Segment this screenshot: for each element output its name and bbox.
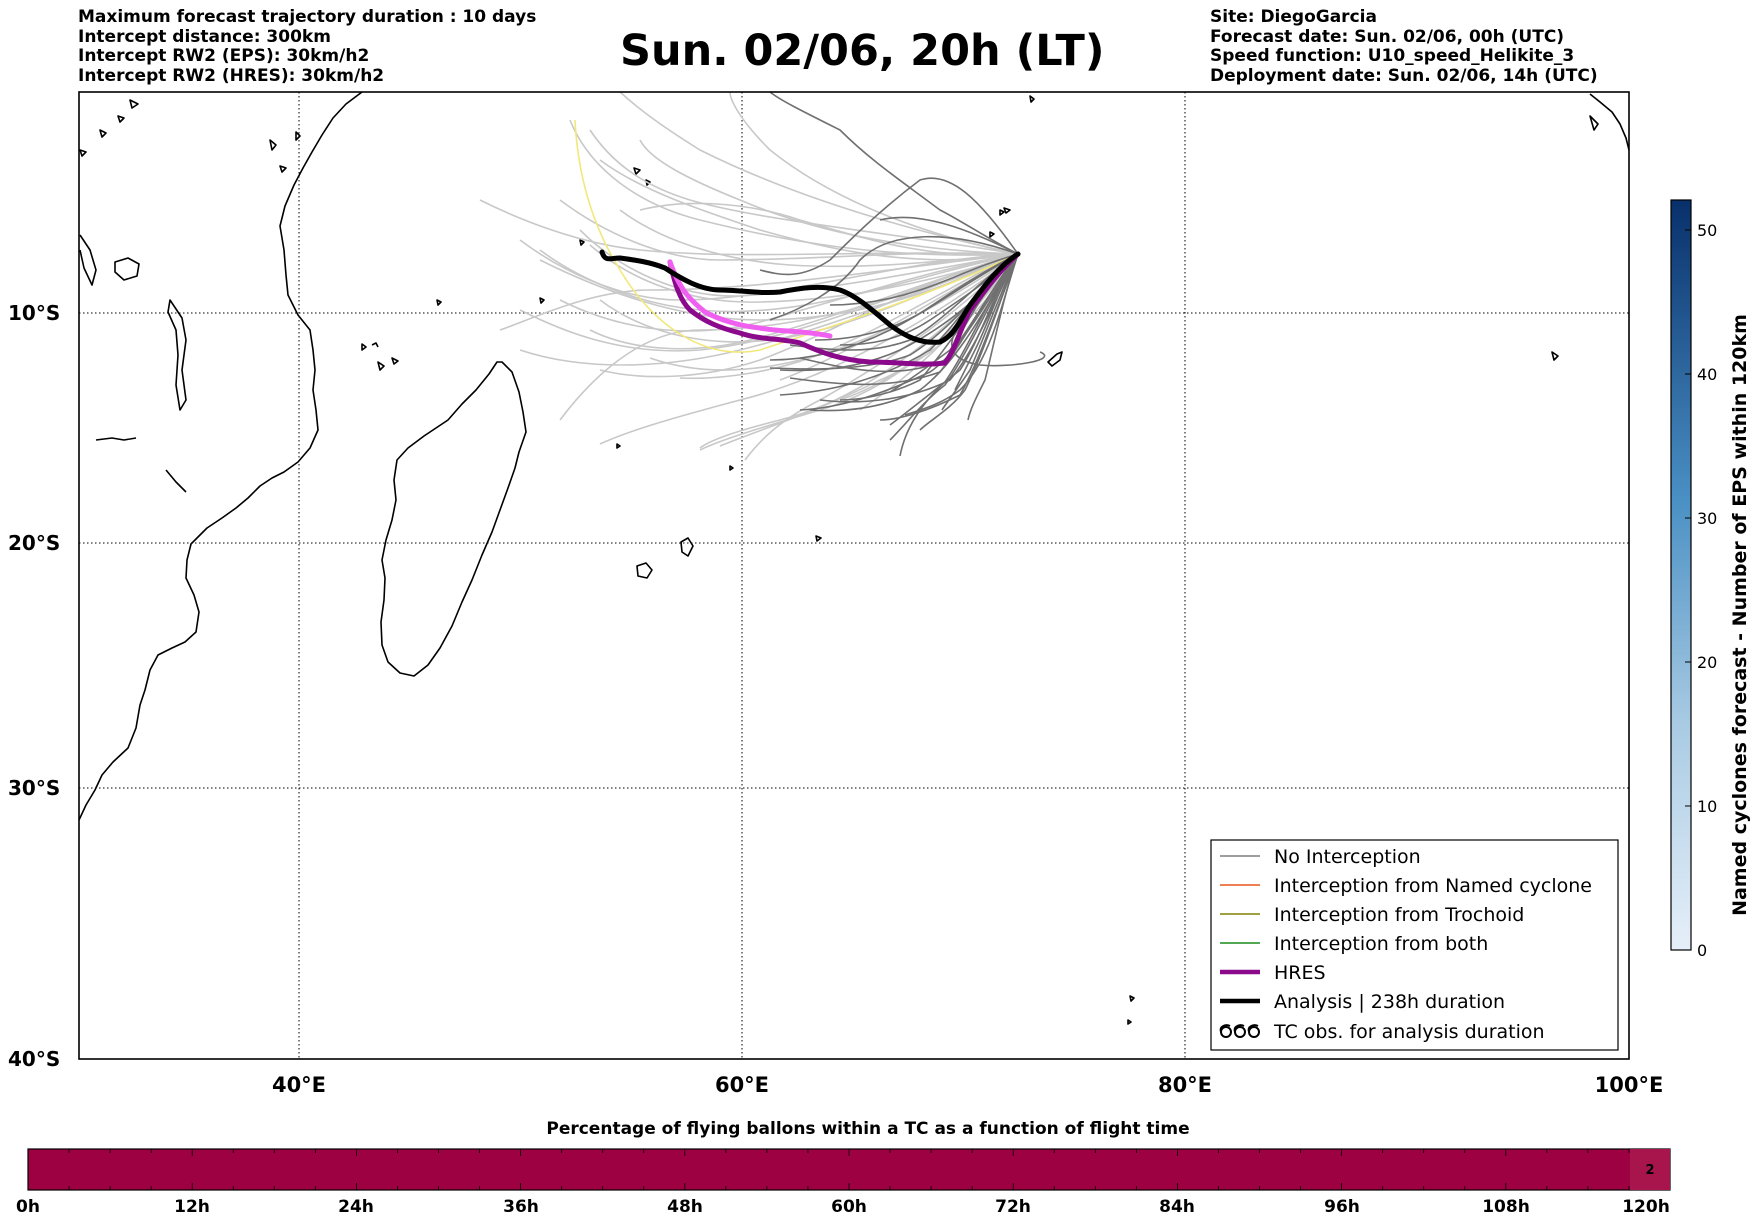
colorbar-tick-30: 30: [1697, 509, 1717, 528]
bottom-bar-minor-ticks: [68, 1149, 1630, 1190]
forecast-date-text: Forecast date: Sun. 02/06, 00h (UTC): [1210, 26, 1565, 47]
legend-label-tc-obs: TC obs. for analysis duration: [1273, 1021, 1545, 1043]
bottom-tick-12h: 12h: [174, 1197, 210, 1217]
lat-label-10s: 10°S: [8, 301, 60, 325]
site-text: Site: DiegoGarcia: [1210, 7, 1377, 27]
intercept-distance-text: Intercept distance: 300km: [78, 26, 331, 47]
legend-item-hres: HRES: [1220, 962, 1326, 984]
legend: No Interception Interception from Named …: [1210, 839, 1619, 1051]
bottom-percentage-bar: Percentage of flying ballons within a TC…: [16, 1119, 1671, 1217]
bottom-bar-end-cell: [1630, 1149, 1670, 1190]
legend-label-hres: HRES: [1274, 962, 1326, 984]
intercept-eps-text: Intercept RW2 (EPS): 30km/h2: [78, 46, 370, 66]
yellow-trajectory: [574, 119, 1019, 353]
colorbar-tick-0: 0: [1697, 941, 1707, 960]
bottom-bar-title: Percentage of flying ballons within a TC…: [546, 1119, 1189, 1139]
bottom-tick-72h: 72h: [995, 1197, 1031, 1217]
intercept-hres-text: Intercept RW2 (HRES): 30km/h2: [78, 65, 385, 86]
bottom-tick-48h: 48h: [667, 1197, 703, 1217]
legend-label-analysis: Analysis | 238h duration: [1274, 991, 1505, 1013]
speed-function-text: Speed function: U10_speed_Helikite_3: [1210, 46, 1575, 66]
hres-trajectory: [667, 251, 1021, 367]
lat-label-30s: 30°S: [8, 776, 60, 800]
map-title: Sun. 02/06, 20h (LT): [620, 26, 1105, 76]
bottom-tick-96h: 96h: [1324, 1197, 1360, 1217]
lon-label-100e: 100°E: [1595, 1073, 1664, 1097]
legend-item-no-interception: No Interception: [1220, 846, 1421, 868]
colorbar-tick-20: 20: [1697, 653, 1717, 672]
deployment-date-text: Deployment date: Sun. 02/06, 14h (UTC): [1210, 65, 1598, 86]
lon-label-80e: 80°E: [1158, 1073, 1212, 1097]
max-duration-text: Maximum forecast trajectory duration : 1…: [78, 7, 537, 27]
bottom-tick-108h: 108h: [1482, 1197, 1530, 1217]
bottom-bar-end-value: 2: [1645, 1163, 1654, 1178]
legend-label-named-cyclone: Interception from Named cyclone: [1274, 875, 1592, 897]
legend-label-no-interception: No Interception: [1274, 846, 1421, 868]
colorbar-tick-10: 10: [1697, 797, 1717, 816]
bottom-tick-24h: 24h: [338, 1197, 374, 1217]
legend-item-both: Interception from both: [1220, 933, 1488, 955]
bottom-tick-120h: 120h: [1622, 1197, 1670, 1217]
bottom-tick-0h: 0h: [16, 1197, 40, 1217]
map-border: [78, 91, 1630, 1060]
coastlines: [79, 92, 1629, 1025]
bottom-tick-36h: 36h: [503, 1197, 539, 1217]
legend-item-trochoid: Interception from Trochoid: [1220, 904, 1524, 926]
legend-label-both: Interception from both: [1274, 933, 1488, 955]
colorbar-tick-50: 50: [1697, 221, 1717, 240]
legend-item-named-cyclone: Interception from Named cyclone: [1220, 875, 1592, 897]
longitude-labels: 40°E 60°E 80°E 100°E: [272, 1073, 1663, 1097]
bottom-tick-60h: 60h: [831, 1197, 867, 1217]
tc-symbol-icon: [1219, 1024, 1260, 1038]
colorbar-label: Named cyclones forecast - Number of EPS …: [1729, 314, 1751, 916]
header-right-info: Site: DiegoGarcia Forecast date: Sun. 02…: [1210, 7, 1598, 86]
graticule: [79, 92, 1629, 1059]
colorbar-right: 0 10 20 30 40 50 Named cyclones forecast…: [1670, 199, 1751, 960]
legend-item-analysis: Analysis | 238h duration: [1220, 991, 1505, 1013]
lon-label-60e: 60°E: [715, 1073, 769, 1097]
latitude-labels: 10°S 20°S 30°S 40°S: [8, 301, 60, 1071]
colorbar-tick-40: 40: [1697, 365, 1717, 384]
lat-label-40s: 40°S: [8, 1047, 60, 1071]
lat-label-20s: 20°S: [8, 531, 60, 555]
hres-trajectory-highlight: [667, 259, 833, 339]
bottom-tick-84h: 84h: [1159, 1197, 1195, 1217]
header-left-info: Maximum forecast trajectory duration : 1…: [78, 7, 537, 86]
lon-label-40e: 40°E: [272, 1073, 326, 1097]
legend-label-trochoid: Interception from Trochoid: [1274, 904, 1524, 926]
analysis-trajectory: [599, 249, 1021, 345]
legend-item-tc-obs: TC obs. for analysis duration: [1219, 1021, 1545, 1043]
